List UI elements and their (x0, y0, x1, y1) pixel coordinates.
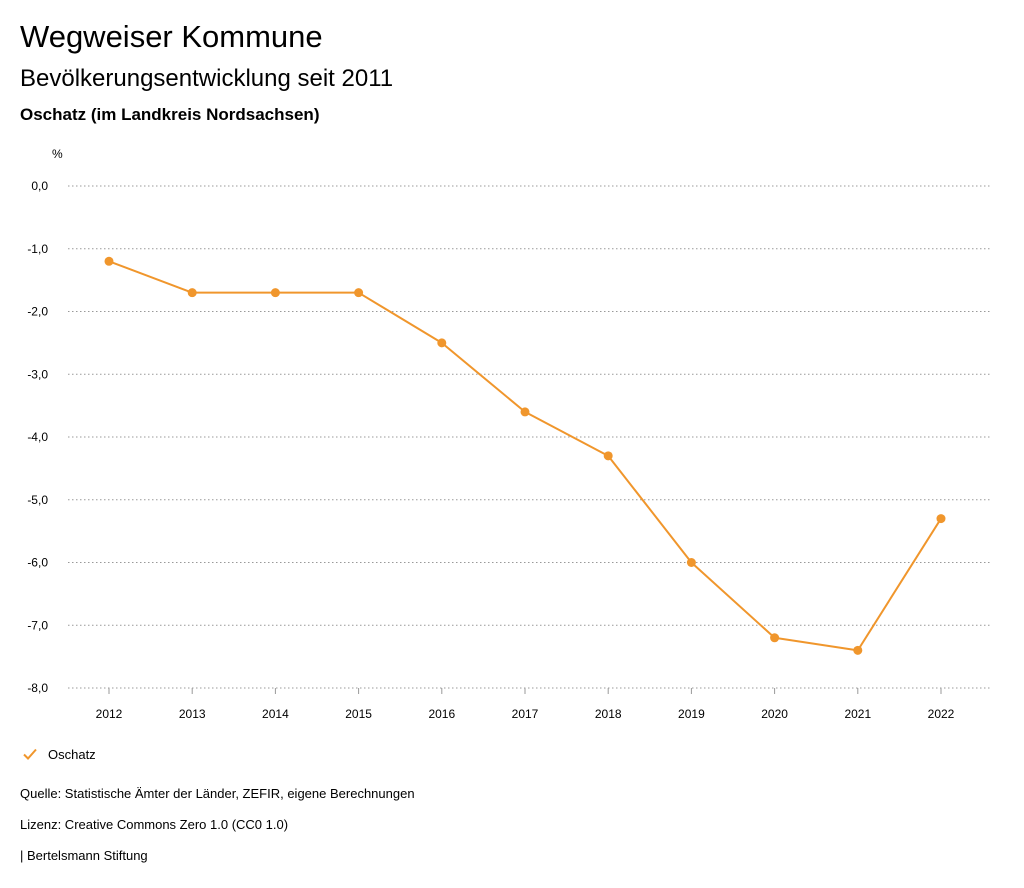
check-icon (23, 748, 37, 760)
x-tick-label: 2020 (761, 707, 788, 721)
y-tick-label: -4,0 (27, 430, 48, 444)
x-tick-label: 2015 (345, 707, 372, 721)
series-line-oschatz (108, 260, 942, 652)
data-point (520, 407, 530, 417)
x-tick-label: 2016 (428, 707, 455, 721)
x-tick-label: 2021 (844, 707, 871, 721)
y-tick-label: 0,0 (31, 179, 48, 193)
data-point (770, 633, 780, 643)
y-tick-label: -7,0 (27, 618, 48, 632)
y-tick-label: -3,0 (27, 367, 48, 381)
legend-label: Oschatz (48, 746, 96, 762)
x-tick-label: 2013 (179, 707, 206, 721)
y-tick-label: -1,0 (27, 242, 48, 256)
region-name: Oschatz (im Landkreis Nordsachsen) (20, 105, 320, 124)
y-tick-label: -8,0 (27, 681, 48, 695)
y-tick-label: -5,0 (27, 493, 48, 507)
line-chart: % 0,0 -1,0 -2,0 -3,0 -4,0 -5,0 -6,0 -7,0 -8,0 2012… (27, 147, 990, 721)
page-title: Wegweiser Kommune (20, 19, 323, 54)
data-point (437, 338, 447, 348)
x-tick-label: 2014 (262, 707, 289, 721)
license-note: Lizenz: Creative Commons Zero 1.0 (CC0 1… (20, 817, 289, 832)
chart-subtitle: Bevölkerungsentwicklung seit 2011 (20, 65, 394, 92)
data-point (354, 288, 364, 298)
data-point (104, 256, 114, 266)
x-tick-label: 2022 (928, 707, 955, 721)
data-point (603, 451, 613, 461)
y-tick-label: -6,0 (27, 556, 48, 570)
publisher-note: | Bertelsmann Stiftung (20, 848, 148, 863)
data-point (936, 514, 946, 524)
y-tick-label: -2,0 (27, 305, 48, 319)
legend[interactable]: Oschatz (22, 744, 96, 764)
x-tick-label: 2012 (96, 707, 123, 721)
data-point (270, 288, 280, 298)
x-tick-label: 2019 (678, 707, 705, 721)
x-tick-label: 2017 (512, 707, 539, 721)
x-tick-label: 2018 (595, 707, 622, 721)
data-point (686, 558, 696, 567)
data-point (853, 645, 863, 655)
y-axis-unit-label: % (52, 147, 63, 161)
data-point (187, 288, 197, 298)
source-note: Quelle: Statistische Ämter der Länder, Z… (20, 786, 415, 801)
